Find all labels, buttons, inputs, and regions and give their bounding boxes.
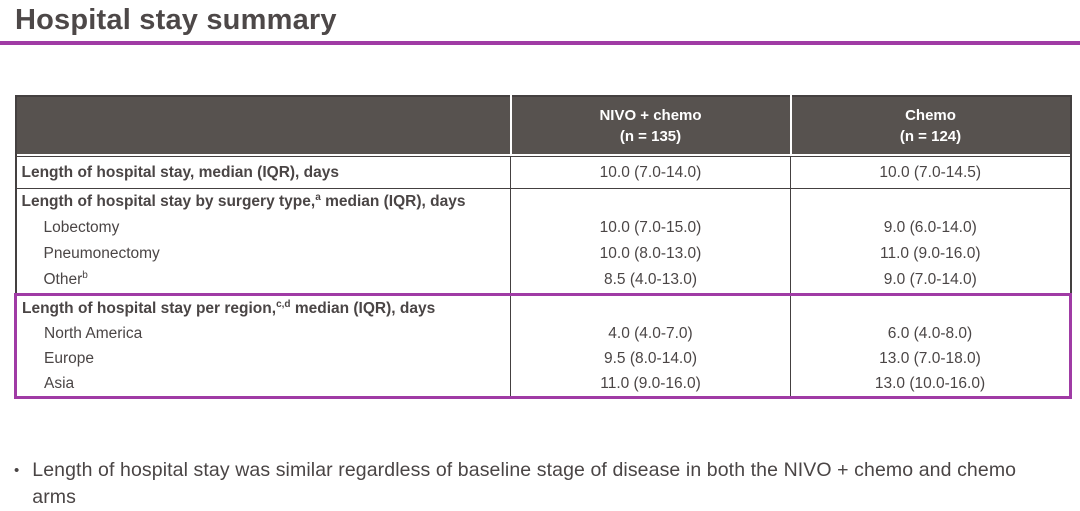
header-blank-cell bbox=[15, 96, 511, 154]
row-label-pneumonectomy: Pneumonectomy bbox=[22, 241, 511, 267]
region-section-labels: Length of hospital stay per region,c,d m… bbox=[14, 293, 511, 399]
cell-chemo-value: 6.0 (4.0-8.0) bbox=[887, 325, 973, 342]
header-gap bbox=[15, 154, 1071, 157]
row-label-text: North America bbox=[44, 325, 143, 342]
bullet-marker: • bbox=[14, 462, 20, 479]
cell-nivo-value: 8.5 (4.0-13.0) bbox=[603, 271, 698, 288]
table-header-row: NIVO + chemo (n = 135) Chemo (n = 124) bbox=[15, 96, 1071, 154]
row-label-europe: Europe bbox=[22, 346, 510, 371]
surgery-section-nivo-values: 10.0 (7.0-15.0) 10.0 (8.0-13.0) 8.5 (4.0… bbox=[510, 188, 791, 295]
row-label: Length of hospital stay, median (IQR), d… bbox=[15, 156, 511, 189]
row-label-text: Europe bbox=[44, 350, 94, 367]
row-label-text: Lobectomy bbox=[43, 219, 120, 236]
header-col-nivo-chemo: NIVO + chemo (n = 135) bbox=[509, 96, 791, 154]
cell-nivo-value: 11.0 (9.0-16.0) bbox=[600, 375, 701, 392]
hospital-stay-table: NIVO + chemo (n = 135) Chemo (n = 124) L… bbox=[14, 95, 1072, 399]
section-header-tail: median (IQR), days bbox=[290, 300, 436, 317]
blank-line bbox=[791, 189, 1070, 215]
region-section-chemo-values: 6.0 (4.0-8.0) 13.0 (7.0-18.0) 13.0 (10.0… bbox=[790, 293, 1072, 399]
page-title: Hospital stay summary bbox=[15, 4, 337, 36]
footnote-marker-a: a bbox=[315, 191, 321, 203]
col-header-n: (n = 124) bbox=[899, 127, 962, 145]
row-label-asia: Asia bbox=[22, 371, 510, 396]
cell-chemo-value: 11.0 (9.0-16.0) bbox=[879, 245, 981, 262]
section-header: Length of hospital stay per region,c,d m… bbox=[22, 296, 510, 321]
surgery-section-chemo-values: 9.0 (6.0-14.0) 11.0 (9.0-16.0) 9.0 (7.0-… bbox=[790, 188, 1071, 295]
region-section-nivo-values: 4.0 (4.0-7.0) 9.5 (8.0-14.0) 11.0 (9.0-1… bbox=[510, 293, 791, 399]
cell-nivo-value: 10.0 (7.0-15.0) bbox=[599, 219, 702, 236]
row-label-text: Asia bbox=[44, 375, 75, 392]
section-header: Length of hospital stay by surgery type,… bbox=[22, 189, 511, 215]
table-row-overall-stay: Length of hospital stay, median (IQR), d… bbox=[15, 156, 1071, 189]
blank-line bbox=[511, 189, 790, 215]
header-col-chemo: Chemo (n = 124) bbox=[789, 96, 1071, 154]
cell-chemo-value: 13.0 (10.0-16.0) bbox=[874, 375, 986, 392]
footnote-marker-b: b bbox=[82, 269, 88, 281]
cell-chemo-value: 13.0 (7.0-18.0) bbox=[879, 350, 981, 367]
table-section-region-highlighted: Length of hospital stay per region,c,d m… bbox=[14, 293, 1072, 399]
row-label-text: Other bbox=[43, 271, 83, 288]
surgery-section-labels: Length of hospital stay by surgery type,… bbox=[15, 188, 511, 295]
row-label-lobectomy: Lobectomy bbox=[22, 215, 511, 241]
footnote-marker-cd: c,d bbox=[276, 298, 291, 310]
col-header-n: (n = 135) bbox=[619, 127, 682, 145]
section-header-text: Length of hospital stay by surgery type, bbox=[21, 193, 316, 210]
col-header-name: NIVO + chemo bbox=[599, 106, 702, 124]
row-label-north-america: North America bbox=[22, 321, 510, 346]
cell-chemo-value: 10.0 (7.0-14.5) bbox=[790, 156, 1071, 189]
cell-chemo-value: 9.0 (7.0-14.0) bbox=[883, 271, 977, 288]
blank-line bbox=[511, 296, 790, 321]
cell-nivo-value: 9.5 (8.0-14.0) bbox=[603, 350, 698, 367]
cell-nivo-value: 10.0 (8.0-13.0) bbox=[599, 245, 702, 262]
row-label-text: Pneumonectomy bbox=[43, 245, 160, 262]
cell-nivo-value: 4.0 (4.0-7.0) bbox=[608, 325, 693, 342]
cell-chemo-value: 9.0 (6.0-14.0) bbox=[883, 219, 977, 236]
row-label-other: Otherb bbox=[22, 267, 511, 293]
table-section-surgery-type: Length of hospital stay by surgery type,… bbox=[15, 188, 1071, 295]
col-header-name: Chemo bbox=[905, 106, 956, 124]
slide: Hospital stay summary NIVO + chemo (n = … bbox=[0, 3, 1080, 511]
cell-nivo-value: 10.0 (7.0-14.0) bbox=[510, 156, 791, 189]
blank-line bbox=[791, 296, 1069, 321]
section-header-text: Length of hospital stay per region, bbox=[22, 300, 277, 317]
title-underline bbox=[0, 41, 1080, 45]
section-header-tail: median (IQR), days bbox=[320, 193, 466, 210]
